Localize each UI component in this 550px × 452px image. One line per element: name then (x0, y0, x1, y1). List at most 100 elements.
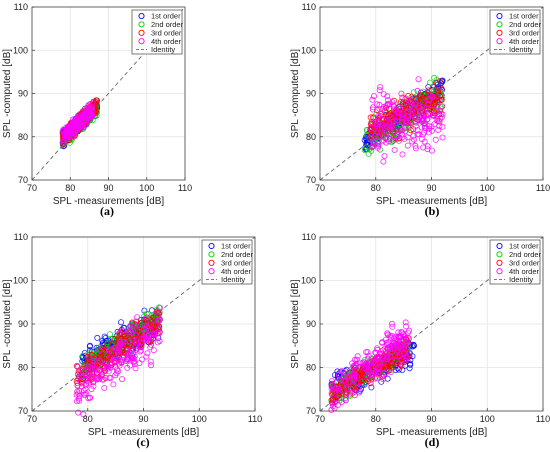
data-point-4th-order (357, 363, 364, 370)
data-point-3rd-order (399, 94, 406, 101)
legend-box (201, 239, 253, 285)
data-point-4th-order (379, 375, 386, 382)
data-point-2nd-order (376, 146, 383, 153)
legend-entry: 2nd order (509, 20, 542, 29)
legend-entry: Identity (151, 45, 175, 54)
x-tick-label: 110 (248, 414, 262, 424)
data-point-4th-order (59, 128, 66, 135)
panel-caption: (a) (100, 204, 114, 218)
legend-entry: 4th order (509, 267, 540, 276)
data-point-4th-order (354, 353, 361, 360)
data-point-4th-order (344, 374, 351, 381)
legend-swatch (208, 242, 215, 250)
data-point-4th-order (398, 90, 405, 97)
data-point-4th-order (388, 320, 395, 327)
data-point-4th-order (403, 323, 410, 330)
data-point-4th-order (143, 331, 150, 338)
data-point-1st-order (103, 337, 110, 344)
data-point-4th-order (90, 354, 97, 361)
data-point-4th-order (80, 411, 87, 418)
x-tick-label: 110 (178, 183, 192, 193)
data-point-2nd-order (363, 127, 370, 134)
data-point-4th-order (128, 329, 135, 336)
x-axis-label: SPL -measurements [dB] (53, 196, 165, 207)
data-point-4th-order (379, 339, 386, 346)
legend-entry: Identity (509, 45, 533, 54)
data-point-3rd-order (434, 87, 441, 94)
data-point-4th-order (368, 371, 375, 378)
data-point-4th-order (387, 353, 394, 360)
data-point-4th-order (110, 381, 117, 388)
panel-caption: (d) (425, 435, 440, 449)
data-point-4th-order (106, 374, 113, 381)
data-point-4th-order (392, 352, 399, 359)
data-point-3rd-order (407, 127, 414, 134)
data-point-4th-order (125, 350, 132, 357)
data-point-4th-order (112, 372, 119, 379)
x-axis-label: SPL -measurements [dB] (376, 196, 488, 207)
data-point-3rd-order (391, 97, 398, 104)
x-tick-label: 80 (65, 183, 75, 193)
data-point-4th-order (119, 356, 126, 363)
legend-swatch (138, 38, 145, 45)
data-point-4th-order (435, 127, 442, 134)
data-point-4th-order (388, 116, 395, 123)
data-point-4th-order (395, 128, 402, 135)
data-point-4th-order (405, 108, 412, 115)
legend-box (131, 9, 183, 55)
data-point-4th-order (425, 123, 432, 130)
data-point-4th-order (335, 385, 342, 392)
data-point-4th-order (399, 151, 406, 158)
data-point-4th-order (410, 136, 417, 143)
y-axis-label: SPL -computed [dB] (290, 49, 301, 138)
data-point-4th-order (373, 101, 380, 108)
data-point-2nd-order (143, 310, 150, 317)
data-point-4th-order (384, 331, 391, 338)
data-point-4th-order (409, 138, 416, 145)
data-point-4th-order (436, 118, 443, 125)
data-point-4th-order (378, 130, 385, 137)
legend-swatch (496, 242, 503, 250)
data-point-2nd-order (145, 310, 152, 317)
data-point-2nd-order (108, 336, 115, 343)
legend-entry: 3rd order (221, 258, 252, 267)
data-point-4th-order (351, 371, 358, 378)
data-point-4th-order (394, 109, 401, 116)
y-tick-label: 80 (18, 363, 28, 373)
data-point-4th-order (388, 368, 395, 375)
data-point-4th-order (413, 119, 420, 126)
data-point-3rd-order (397, 360, 404, 367)
data-point-4th-order (398, 111, 405, 118)
legend-entry: 1st order (509, 12, 539, 21)
data-point-4th-order (144, 335, 151, 342)
data-point-4th-order (116, 362, 123, 369)
data-point-4th-order (78, 383, 85, 390)
chart-panel-2: 70 80 90 100 110 70 80 90 100 110 SPL -measurement… (290, 2, 550, 218)
legend-swatch (496, 268, 503, 275)
data-point-4th-order (127, 362, 134, 369)
data-point-4th-order (434, 108, 441, 115)
legend-swatch (208, 259, 215, 266)
data-point-4th-order (420, 144, 427, 151)
data-point-4th-order (156, 337, 163, 344)
data-point-4th-order (147, 327, 154, 334)
data-point-4th-order (414, 87, 421, 94)
data-point-4th-order (74, 398, 81, 405)
data-point-4th-order (404, 338, 411, 345)
legend-swatch (496, 21, 503, 28)
data-point-4th-order (387, 349, 394, 356)
data-point-1st-order (118, 319, 125, 326)
data-point-4th-order (399, 134, 406, 141)
data-point-4th-order (434, 115, 441, 122)
y-tick-label: 110 (302, 232, 316, 242)
data-point-4th-order (86, 354, 93, 361)
data-point-4th-order (402, 357, 409, 364)
data-point-4th-order (338, 367, 345, 374)
data-point-1st-order (407, 361, 414, 368)
y-tick-label: 90 (306, 89, 316, 99)
data-point-4th-order (429, 112, 436, 119)
data-point-4th-order (115, 347, 122, 354)
x-tick-label: 70 (315, 414, 325, 424)
data-point-4th-order (380, 359, 387, 366)
